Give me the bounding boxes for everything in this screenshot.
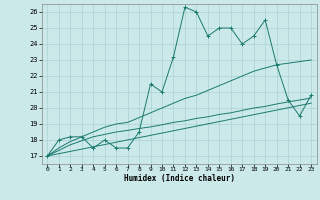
X-axis label: Humidex (Indice chaleur): Humidex (Indice chaleur) [124,174,235,183]
